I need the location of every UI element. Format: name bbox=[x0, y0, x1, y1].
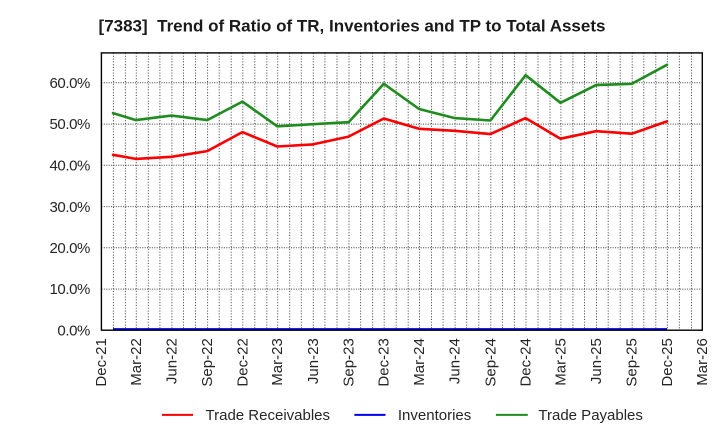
svg-text:Sep-22: Sep-22 bbox=[199, 338, 216, 386]
svg-text:Dec-22: Dec-22 bbox=[234, 338, 251, 386]
svg-text:Jun-25: Jun-25 bbox=[588, 338, 605, 384]
svg-text:Mar-22: Mar-22 bbox=[128, 338, 145, 386]
svg-text:Jun-24: Jun-24 bbox=[447, 338, 464, 384]
svg-text:Dec-21: Dec-21 bbox=[93, 338, 110, 386]
svg-text:Dec-25: Dec-25 bbox=[659, 338, 676, 386]
svg-text:[7383] Trend of Ratio of TR,: [7383] Trend of Ratio of TR, Inventories… bbox=[99, 17, 606, 36]
svg-text:50.0%: 50.0% bbox=[49, 116, 90, 133]
svg-text:Trade Payables: Trade Payables bbox=[538, 407, 643, 424]
svg-text:Mar-24: Mar-24 bbox=[411, 338, 428, 386]
svg-text:Jun-22: Jun-22 bbox=[163, 338, 180, 384]
svg-text:60.0%: 60.0% bbox=[49, 75, 90, 92]
svg-text:Dec-24: Dec-24 bbox=[518, 338, 535, 386]
svg-text:Mar-23: Mar-23 bbox=[269, 338, 286, 386]
svg-text:0.0%: 0.0% bbox=[57, 323, 90, 340]
svg-text:Sep-24: Sep-24 bbox=[482, 338, 499, 386]
svg-text:20.0%: 20.0% bbox=[49, 240, 90, 257]
svg-text:Dec-23: Dec-23 bbox=[376, 338, 393, 386]
svg-text:Mar-25: Mar-25 bbox=[552, 338, 569, 386]
svg-text:Trade Receivables: Trade Receivables bbox=[206, 407, 331, 424]
svg-text:30.0%: 30.0% bbox=[49, 199, 90, 216]
svg-text:Mar-26: Mar-26 bbox=[694, 338, 711, 386]
svg-text:10.0%: 10.0% bbox=[49, 281, 90, 298]
svg-text:40.0%: 40.0% bbox=[49, 158, 90, 175]
svg-text:Sep-23: Sep-23 bbox=[341, 338, 358, 386]
svg-text:Jun-23: Jun-23 bbox=[305, 338, 322, 384]
svg-text:Inventories: Inventories bbox=[398, 407, 471, 424]
svg-text:Sep-25: Sep-25 bbox=[624, 338, 641, 386]
